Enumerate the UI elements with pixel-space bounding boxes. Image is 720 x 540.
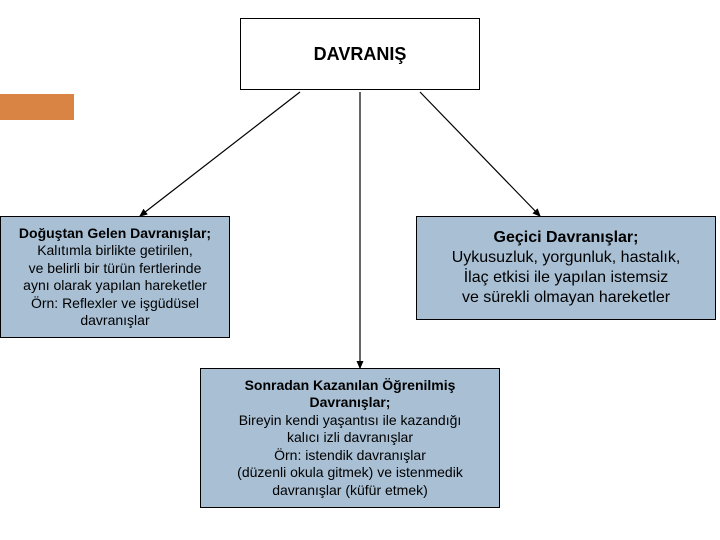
right-line-2: ve sürekli olmayan hareketler bbox=[462, 288, 670, 308]
child-node-bottom: Sonradan Kazanılan Öğrenilmiş Davranışla… bbox=[200, 368, 500, 508]
bottom-line-4: davranışlar (küfür etmek) bbox=[272, 482, 428, 500]
right-line-0: Uykusuzluk, yorgunluk, hastalık, bbox=[452, 248, 681, 268]
root-node: DAVRANIŞ bbox=[240, 18, 480, 90]
bottom-line-0: Bireyin kendi yaşantısı ile kazandığı bbox=[239, 412, 462, 430]
bottom-title: Sonradan Kazanılan Öğrenilmiş Davranışla… bbox=[209, 377, 491, 412]
left-line-2: aynı olarak yapılan hareketler bbox=[23, 277, 207, 295]
left-line-0: Kalıtımla birlikte getirilen, bbox=[37, 242, 193, 260]
right-title: Geçici Davranışlar; bbox=[494, 228, 639, 248]
bottom-line-3: (düzenli okula gitmek) ve istenmedik bbox=[237, 464, 463, 482]
left-line-1: ve belirli bir türün fertlerinde bbox=[29, 260, 202, 278]
child-node-left: Doğuştan Gelen Davranışlar; Kalıtımla bi… bbox=[0, 216, 230, 338]
right-line-1: İlaç etkisi ile yapılan istemsiz bbox=[464, 268, 669, 288]
left-line-4: davranışlar bbox=[80, 312, 149, 330]
left-line-3: Örn: Reflexler ve işgüdüsel bbox=[31, 295, 199, 313]
root-title: DAVRANIŞ bbox=[314, 43, 407, 66]
accent-bar bbox=[0, 94, 74, 120]
left-title: Doğuştan Gelen Davranışlar; bbox=[19, 225, 211, 243]
child-node-right: Geçici Davranışlar; Uykusuzluk, yorgunlu… bbox=[416, 216, 716, 320]
bottom-line-2: Örn: istendik davranışlar bbox=[274, 447, 426, 465]
bottom-line-1: kalıcı izli davranışlar bbox=[287, 429, 413, 447]
